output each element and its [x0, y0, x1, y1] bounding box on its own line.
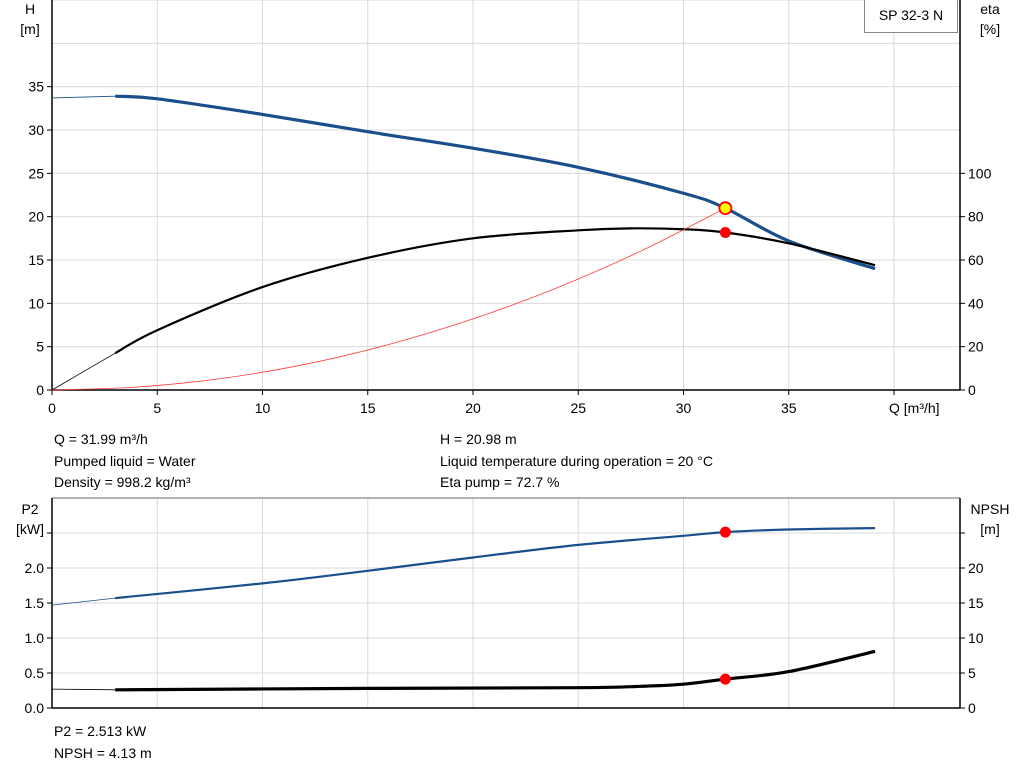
power-left-tick-label: 0.0 [25, 700, 45, 716]
npsh-curve [115, 649, 876, 692]
power-left-tick-label: 1.5 [25, 595, 45, 611]
flow-value: Q = 31.99 m³/h [54, 431, 148, 447]
info-top-left: Q = 31.99 m³/h Pumped liquid = Water Den… [54, 429, 196, 494]
qh-right-tick-label: 0 [968, 382, 976, 398]
product-label: SP 32-3 N [864, 0, 958, 33]
power-left-tick-label: 2.0 [25, 560, 45, 576]
pumped-liquid: Pumped liquid = Water [54, 452, 196, 469]
eta-curve [114, 227, 876, 355]
eta-value: Eta pump = 72.7 % [440, 474, 560, 490]
x-tick-label: 5 [153, 400, 161, 416]
qh-left-tick-label: 0 [36, 382, 44, 398]
qh-right-tick-label: 80 [968, 209, 984, 225]
power-right-tick-label: 15 [968, 595, 984, 611]
x-tick-label: 0 [48, 400, 56, 416]
eta-curve-extrapolated [51, 352, 116, 391]
qh-left-tick-label: 15 [28, 252, 44, 268]
qh-left-axis-title: H [25, 1, 35, 17]
qh-right-tick-label: 20 [968, 339, 984, 355]
power-left-axis-unit: [kW] [16, 521, 44, 537]
x-tick-label: 10 [255, 400, 271, 416]
npsh-curve-extrapolated [51, 688, 116, 691]
p2-curve [115, 527, 876, 600]
liquid-temperature: Liquid temperature during operation = 20… [440, 452, 713, 469]
power-left-tick-label: 0.5 [25, 665, 45, 681]
power-right-tick-label: 0 [968, 700, 976, 716]
info-top-right: H = 20.98 m Liquid temperature during op… [440, 429, 713, 494]
product-label-text: SP 32-3 N [878, 7, 944, 23]
qh-right-axis-title: eta [980, 1, 1000, 17]
qh-right-tick-label: 100 [968, 165, 992, 181]
p2-duty-point [719, 526, 731, 538]
power-right-tick-label: 10 [968, 630, 984, 646]
p2-value: P2 = 2.513 kW [54, 723, 147, 739]
p2-curve-extrapolated [51, 597, 116, 606]
x-tick-label: 30 [676, 400, 692, 416]
x-tick-label: 15 [360, 400, 376, 416]
npsh-duty-point [719, 673, 731, 685]
power-right-axis-unit: [m] [980, 521, 999, 537]
head-curve [115, 94, 876, 271]
qh-left-tick-label: 20 [28, 209, 44, 225]
qh-left-tick-label: 25 [28, 165, 44, 181]
qh-left-tick-label: 10 [28, 295, 44, 311]
qh-left-tick-label: 35 [28, 79, 44, 95]
power-right-tick-label: 20 [968, 560, 984, 576]
info-bottom: P2 = 2.513 kW NPSH = 4.13 m [54, 721, 152, 764]
density-value: Density = 998.2 kg/m³ [54, 474, 191, 490]
power-right-tick-label: 5 [968, 665, 976, 681]
x-tick-label: 20 [465, 400, 481, 416]
head-duty-point [718, 201, 733, 216]
head-value: H = 20.98 m [440, 431, 517, 447]
eta-duty-point [719, 226, 731, 238]
qh-left-tick-label: 5 [36, 339, 44, 355]
head-curve-extrapolated [51, 95, 116, 99]
x-tick-label: 25 [570, 400, 586, 416]
qh-right-tick-label: 40 [968, 295, 984, 311]
qh-right-axis-unit: [%] [980, 21, 1000, 37]
power-left-tick-label: 1.0 [25, 630, 45, 646]
power-right-axis-title: NPSH [971, 501, 1010, 517]
npsh-value: NPSH = 4.13 m [54, 744, 152, 761]
qh-right-tick-label: 60 [968, 252, 984, 268]
qh-left-tick-label: 30 [28, 122, 44, 138]
x-tick-label: 35 [781, 400, 797, 416]
x-axis-label: Q [m³/h] [889, 400, 940, 416]
power-left-axis-title: P2 [21, 501, 38, 517]
qh-left-axis-unit: [m] [20, 21, 39, 37]
system-curve [51, 207, 726, 391]
